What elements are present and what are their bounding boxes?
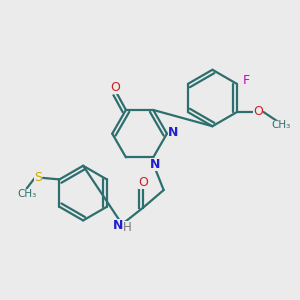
Text: N: N bbox=[168, 126, 179, 139]
Text: O: O bbox=[253, 105, 263, 118]
Text: F: F bbox=[243, 74, 250, 87]
Text: N: N bbox=[150, 158, 160, 171]
Text: O: O bbox=[138, 176, 148, 189]
Text: CH₃: CH₃ bbox=[272, 120, 291, 130]
Text: S: S bbox=[34, 171, 42, 184]
Text: O: O bbox=[111, 81, 121, 94]
Text: H: H bbox=[123, 221, 132, 234]
Text: N: N bbox=[112, 219, 123, 232]
Text: CH₃: CH₃ bbox=[17, 189, 36, 199]
